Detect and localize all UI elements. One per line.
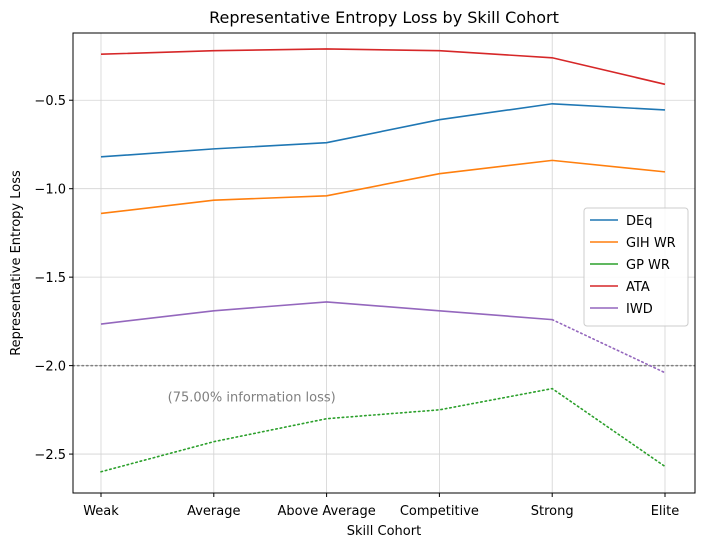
series-line-deq (100, 102, 666, 158)
series-line-iwd (100, 301, 553, 325)
y-tick-label: −1.5 (34, 271, 66, 286)
series-line-iwd-dotted-segment (551, 318, 666, 374)
x-tick-label: Average (187, 504, 240, 519)
legend-label-deq: DEq (626, 214, 652, 229)
plot-content (73, 48, 695, 473)
y-axis-label: Representative Entropy Loss (9, 170, 24, 356)
x-tick-label: Strong (531, 504, 574, 519)
series-line-gp-wr (100, 387, 666, 473)
y-tick-label: −0.5 (34, 94, 66, 109)
legend-label-iwd: IWD (626, 302, 653, 317)
annotation-text: (75.00% information loss) (168, 390, 336, 405)
legend-label-ata: ATA (626, 280, 650, 295)
series-line-gih-wr (100, 159, 666, 215)
series-line-ata (100, 48, 666, 86)
y-tick-label: −2.5 (34, 448, 66, 463)
x-tick-label: Weak (83, 504, 119, 519)
legend-label-gih-wr: GIH WR (626, 236, 676, 251)
x-tick-label: Above Average (277, 504, 375, 519)
legend-label-gp-wr: GP WR (626, 258, 670, 273)
x-tick-label: Competitive (400, 504, 479, 519)
legend: DEq GIH WR GP WR ATA IWD (583, 207, 689, 327)
legend-box (583, 207, 689, 327)
axes-frame (72, 32, 696, 494)
plot-area (73, 48, 695, 473)
y-tick-label: −1.0 (34, 183, 66, 198)
axes: Weak Average Above Average Competitive Stron… (34, 32, 696, 519)
x-tick-label: Elite (651, 504, 680, 519)
x-axis-label: Skill Cohort (347, 524, 421, 539)
chart-title: Representative Entropy Loss by Skill Coh… (209, 8, 559, 27)
y-tick-label: −2.0 (34, 360, 66, 375)
